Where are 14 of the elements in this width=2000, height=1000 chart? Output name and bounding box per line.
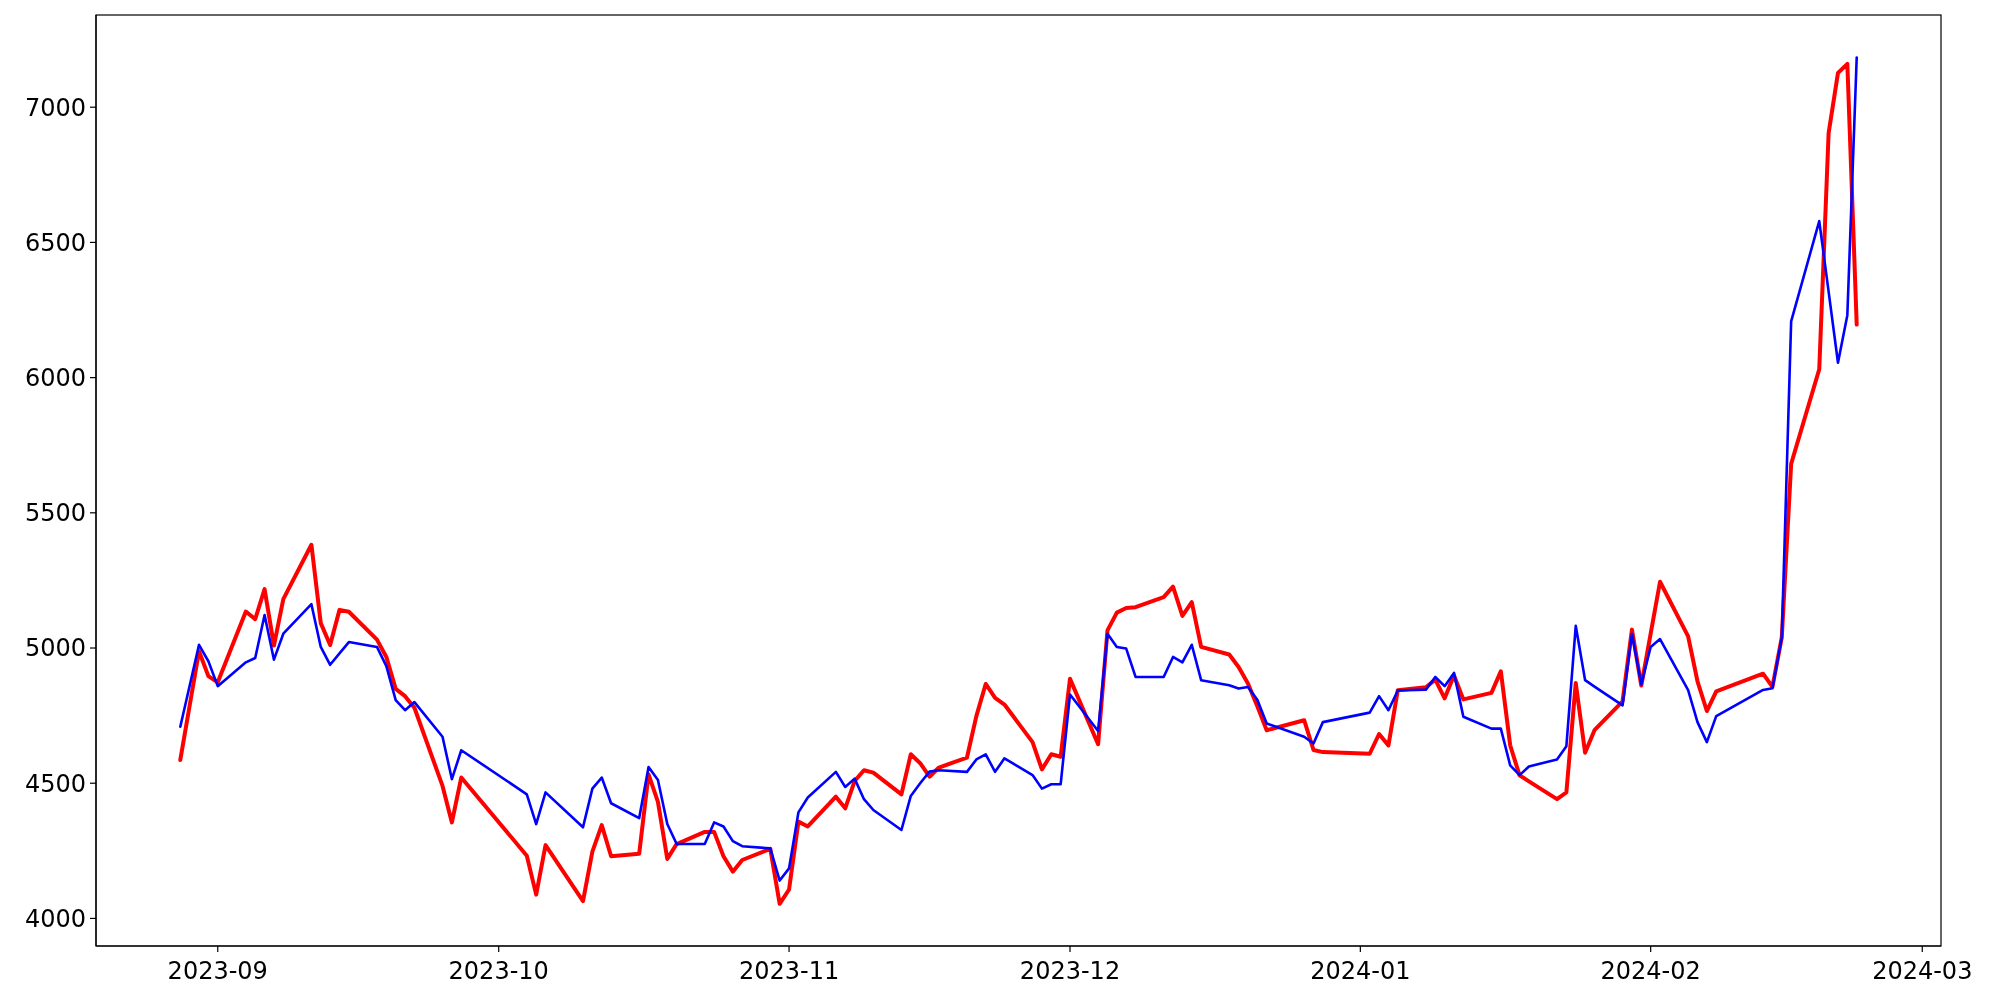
y-tick-label: 6500 xyxy=(24,228,86,257)
y-tick-label: 7000 xyxy=(24,93,86,122)
x-tick-label: 2023-12 xyxy=(1019,957,1121,985)
x-tick-label: 2023-11 xyxy=(738,957,840,985)
x-tick-label: 2024-03 xyxy=(1872,957,1973,985)
y-tick-label: 4000 xyxy=(24,904,86,933)
x-tick-label: 2024-01 xyxy=(1310,957,1411,985)
x-tick-label: 2023-09 xyxy=(167,957,268,985)
y-tick-label: 4500 xyxy=(24,769,86,798)
y-tick-label: 6000 xyxy=(24,364,86,393)
y-tick-label: 5000 xyxy=(24,634,86,663)
y-tick-label: 5500 xyxy=(24,499,86,528)
x-tick-label: 2023-10 xyxy=(448,957,549,985)
x-tick-label: 2024-02 xyxy=(1600,957,1701,985)
